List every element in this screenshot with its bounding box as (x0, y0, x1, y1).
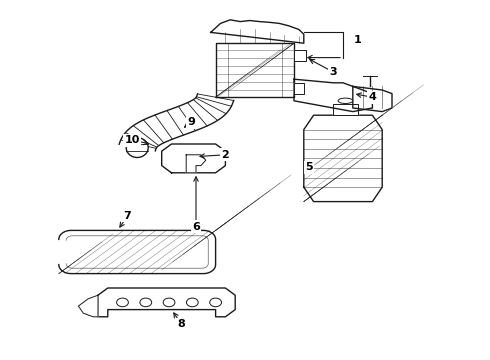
Circle shape (186, 298, 198, 307)
Polygon shape (333, 104, 358, 115)
Polygon shape (59, 230, 216, 274)
Text: 4: 4 (368, 92, 376, 102)
Circle shape (163, 298, 175, 307)
Polygon shape (186, 155, 206, 173)
Polygon shape (211, 20, 304, 43)
Polygon shape (353, 86, 392, 112)
Polygon shape (119, 94, 234, 151)
Text: 8: 8 (177, 319, 185, 329)
Ellipse shape (338, 98, 353, 104)
Polygon shape (98, 288, 235, 317)
Text: 5: 5 (305, 162, 313, 172)
Polygon shape (294, 50, 306, 61)
Circle shape (210, 298, 221, 307)
Text: 2: 2 (221, 150, 229, 160)
Polygon shape (78, 295, 98, 317)
Polygon shape (162, 144, 225, 173)
Text: 1: 1 (354, 35, 362, 45)
Polygon shape (294, 83, 304, 94)
Text: 7: 7 (123, 211, 131, 221)
Circle shape (140, 298, 151, 307)
Ellipse shape (126, 138, 148, 158)
Polygon shape (216, 43, 294, 97)
Polygon shape (294, 79, 372, 112)
Text: 3: 3 (329, 67, 337, 77)
Polygon shape (304, 115, 382, 202)
Circle shape (117, 298, 128, 307)
Text: 9: 9 (187, 117, 195, 127)
Text: 10: 10 (124, 135, 140, 145)
Text: 6: 6 (192, 222, 200, 232)
